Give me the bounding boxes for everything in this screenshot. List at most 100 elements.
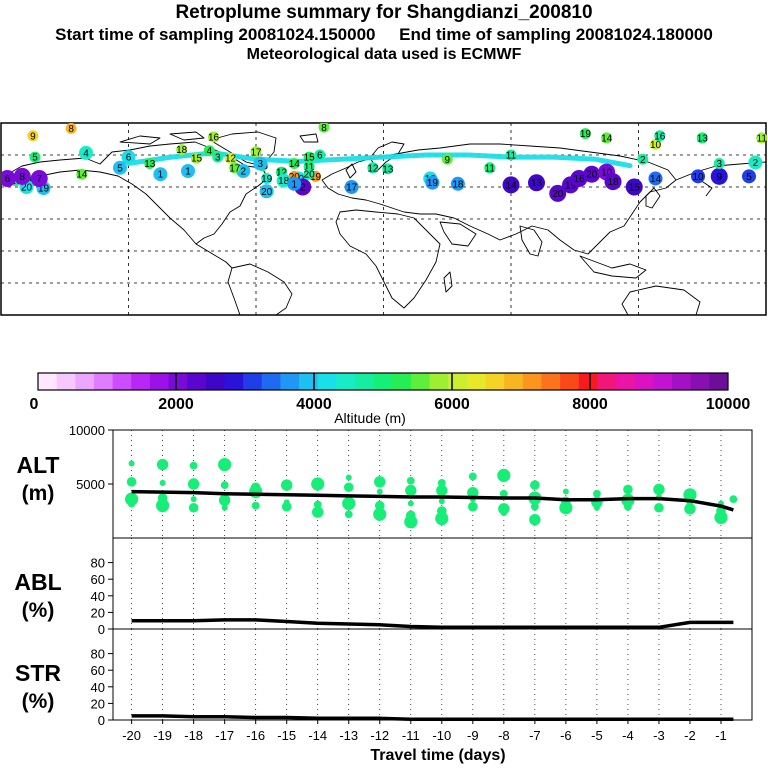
map-marker: 3 bbox=[253, 156, 268, 171]
coastline-north-america bbox=[7, 141, 269, 245]
map-marker-dot bbox=[756, 132, 767, 144]
map-marker: 11 bbox=[756, 132, 767, 144]
colorbar-cell bbox=[709, 373, 729, 390]
map-marker-dot bbox=[691, 169, 705, 184]
alt-cluster-point bbox=[281, 479, 293, 491]
map-marker-label: 1 bbox=[158, 170, 164, 181]
x-tick-label: -18 bbox=[184, 728, 203, 743]
map-marker-dot bbox=[484, 162, 496, 174]
colorbar-tick-label: 8000 bbox=[572, 396, 608, 413]
abl-panel-title: ABL bbox=[14, 569, 61, 595]
map-marker: 18 bbox=[450, 176, 465, 191]
map-marker: 14 bbox=[601, 132, 613, 144]
alt-cluster-point bbox=[684, 503, 696, 515]
map-marker-dot bbox=[76, 168, 88, 180]
map-marker-label: 18 bbox=[278, 176, 290, 187]
map-marker-dot bbox=[382, 163, 394, 175]
map-marker: 13 bbox=[697, 132, 708, 144]
colorbar-tick-label: 2000 bbox=[158, 396, 194, 413]
alt-cluster-point bbox=[559, 501, 573, 515]
alt-cluster-point bbox=[128, 460, 135, 467]
map-marker-label: 14 bbox=[76, 170, 88, 181]
map-marker-dot bbox=[65, 123, 77, 134]
coastline-arctic-islands bbox=[119, 131, 319, 145]
map-marker-label: 16 bbox=[573, 174, 585, 185]
map-marker-label: 19 bbox=[261, 174, 273, 185]
alt-cluster-point bbox=[159, 479, 166, 486]
map-marker: 18 bbox=[176, 144, 188, 156]
map-marker-label: 11 bbox=[506, 151, 517, 162]
map-marker-label: 16 bbox=[654, 131, 666, 142]
x-tick-label: -2 bbox=[684, 728, 696, 743]
map-marker-dot bbox=[314, 149, 326, 161]
map-marker-dot bbox=[276, 173, 291, 188]
map-marker-label: 18 bbox=[452, 179, 464, 190]
x-tick-label: -5 bbox=[591, 728, 603, 743]
str-panel-title: STR bbox=[15, 660, 61, 686]
map-marker-dot bbox=[121, 150, 136, 165]
x-tick-label: -10 bbox=[432, 728, 451, 743]
abl-series-line bbox=[131, 618, 734, 630]
abl-y-tick-label: 60 bbox=[91, 572, 105, 587]
map-marker-label: 2 bbox=[640, 155, 646, 166]
alt-cluster-point bbox=[435, 511, 449, 526]
colorbar-cell bbox=[56, 373, 76, 390]
str-y-tick-label: 80 bbox=[91, 647, 105, 662]
map-marker-label: 14 bbox=[650, 174, 662, 185]
alt-frame bbox=[112, 429, 753, 539]
map-marker-dot bbox=[113, 160, 127, 175]
map-marker: 5 bbox=[742, 169, 756, 184]
map-marker-label: 8 bbox=[68, 124, 74, 135]
colorbar-cell bbox=[187, 373, 207, 390]
map-marker-dot bbox=[425, 175, 440, 190]
map-marker-label: 2 bbox=[300, 183, 306, 194]
map-marker-label: 15 bbox=[629, 183, 641, 194]
map-marker: 14 bbox=[289, 158, 300, 170]
map-marker-label: 17 bbox=[346, 183, 358, 194]
map-marker: 2 bbox=[637, 153, 649, 166]
map-marker: 18 bbox=[276, 173, 291, 188]
map-marker-dot bbox=[30, 169, 48, 187]
map-marker-dot bbox=[13, 167, 31, 185]
map-marker: 19 bbox=[261, 172, 273, 185]
alt-cluster-point bbox=[593, 504, 600, 511]
map-marker-dot bbox=[710, 167, 728, 185]
map-marker: 14 bbox=[76, 168, 88, 181]
coastline-madagascar bbox=[443, 271, 453, 293]
colorbar-cell bbox=[131, 373, 151, 390]
colorbar-cell bbox=[392, 373, 412, 390]
alt-cluster-point bbox=[562, 488, 569, 495]
map-marker-label: 12 bbox=[276, 168, 288, 179]
colorbar-cell bbox=[336, 373, 356, 390]
alt-cluster-point bbox=[654, 502, 664, 513]
colorbar-cell bbox=[522, 373, 542, 390]
map-marker-label: 9 bbox=[716, 172, 722, 183]
map-marker-label: 11 bbox=[485, 163, 496, 174]
map-marker-dot bbox=[604, 173, 622, 191]
map-marker-label: 10 bbox=[692, 172, 704, 183]
map-marker: 10 bbox=[650, 138, 661, 151]
coastline-arabia bbox=[439, 221, 477, 247]
str-y-tick-label: 60 bbox=[91, 663, 105, 678]
map-marker: 12 bbox=[367, 162, 379, 174]
alt-cluster-point bbox=[498, 503, 510, 515]
x-tick-label: -20 bbox=[122, 728, 141, 743]
map-marker: 19 bbox=[425, 175, 440, 190]
map-marker: 17 bbox=[250, 146, 262, 158]
map-marker-label: 20 bbox=[21, 183, 33, 194]
map-marker-label: 20 bbox=[304, 170, 316, 181]
map-marker: 3 bbox=[212, 151, 224, 164]
map-marker-label: 11 bbox=[304, 162, 315, 173]
map-marker-dot bbox=[229, 162, 241, 174]
map-marker-dot bbox=[570, 169, 588, 187]
sampling-time-line: Start time of sampling 20081024.150000 E… bbox=[55, 25, 713, 44]
str-panel-unit: (%) bbox=[22, 690, 55, 713]
x-tick-label: -12 bbox=[370, 728, 389, 743]
map-marker: 14 bbox=[648, 171, 663, 186]
alt-cluster-point bbox=[593, 489, 601, 498]
map-marker-label: 6 bbox=[317, 151, 323, 162]
alt-cluster-point bbox=[500, 510, 507, 517]
alt-cluster-point bbox=[311, 477, 325, 491]
map-marker-dot bbox=[303, 151, 315, 163]
